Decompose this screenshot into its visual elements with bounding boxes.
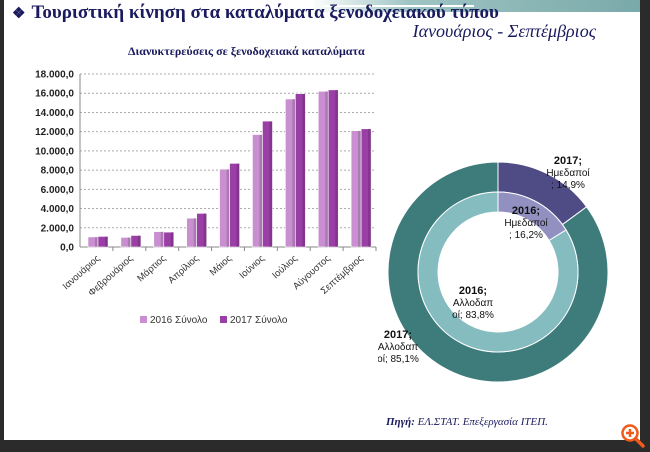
bar-shade bbox=[325, 91, 329, 247]
donut-slice bbox=[417, 191, 579, 353]
y-tick-label: 10.000,0 bbox=[35, 146, 74, 157]
x-tick-label: Απρίλιος bbox=[166, 253, 201, 286]
donut-label: 2017; bbox=[384, 329, 412, 341]
y-tick-label: 16.000,0 bbox=[35, 89, 74, 100]
page-subtitle: Ιανουάριος - Σεπτέμβριος bbox=[412, 21, 596, 41]
bar-chart-title: Διανυκτερεύσεις σε ξενοδοχειακά καταλύμα… bbox=[128, 44, 365, 58]
bar-shade bbox=[127, 237, 131, 247]
zoom-in-icon[interactable] bbox=[620, 423, 646, 449]
y-tick-label: 4.000,0 bbox=[41, 204, 75, 215]
legend-label: 2016 Σύνολο bbox=[150, 314, 208, 326]
bar bbox=[295, 93, 306, 248]
bar-shade bbox=[137, 235, 141, 247]
bar bbox=[196, 213, 207, 248]
source-note: Πηγή: ΕΛ.ΣΤΑΤ. Επεξεργασία ΙΤΕΠ. bbox=[386, 416, 548, 428]
bar bbox=[360, 128, 372, 248]
donut-label: 2017; bbox=[554, 155, 582, 167]
bar-shade bbox=[226, 169, 230, 247]
bar-shade bbox=[95, 236, 98, 247]
y-tick-label: 6.000,0 bbox=[41, 185, 75, 196]
x-tick-label: Ιούλιος bbox=[270, 253, 300, 281]
page-title: ❖ Τουριστική κίνηση στα καταλύματα ξενοδο… bbox=[12, 2, 499, 24]
bar-shade bbox=[269, 121, 273, 247]
y-tick-label: 18.000,0 bbox=[35, 70, 74, 81]
bar-shade bbox=[259, 134, 263, 247]
bar-shade bbox=[236, 163, 240, 247]
legend-swatch bbox=[220, 316, 227, 323]
title-text: Τουριστική κίνηση στα καταλύματα ξενοδοχ… bbox=[31, 2, 499, 23]
bar-shade bbox=[170, 232, 174, 247]
decorative-line bbox=[324, 5, 474, 7]
donut-label: ; 16,2% bbox=[509, 230, 543, 241]
donut-label: οί; 85,1% bbox=[378, 353, 419, 365]
legend-swatch bbox=[140, 316, 147, 323]
x-tick-label: Ιούνιος bbox=[237, 253, 267, 281]
bar bbox=[130, 235, 142, 248]
y-tick-label: 14.000,0 bbox=[35, 108, 74, 119]
legend-label: 2017 Σύνολο bbox=[230, 314, 288, 326]
bar-shade bbox=[160, 231, 164, 247]
diamond-bullet-icon: ❖ bbox=[12, 6, 26, 22]
bar-shade bbox=[358, 130, 362, 247]
donut-chart: 2017;Ημεδαποί; 14,9%2016;Ημεδαποί; 16,2%… bbox=[378, 155, 609, 383]
donut-label: Αλλοδαπ bbox=[378, 342, 418, 353]
slide: ❖ Τουριστική κίνηση στα καταλύματα ξενοδο… bbox=[4, 0, 640, 440]
bar-shade bbox=[302, 93, 306, 247]
donut-label: 2016; bbox=[512, 205, 540, 217]
bar-shade bbox=[105, 236, 108, 247]
bar bbox=[229, 163, 240, 248]
bar-shade bbox=[203, 213, 207, 247]
bar bbox=[262, 120, 273, 248]
x-tick-label: Μάιος bbox=[208, 253, 235, 278]
decorative-band bbox=[310, 0, 640, 12]
donut-label: Ημεδαποί bbox=[546, 167, 590, 179]
donut-label: Ημεδαποί bbox=[504, 217, 548, 229]
bar bbox=[163, 231, 175, 248]
donut-label: Αλλοδαπ bbox=[453, 298, 493, 309]
y-tick-label: 0,0 bbox=[60, 243, 74, 254]
bar bbox=[97, 236, 109, 248]
y-tick-label: 8.000,0 bbox=[41, 166, 75, 177]
donut-label: ; 14,9% bbox=[551, 180, 585, 191]
bar-shade bbox=[335, 89, 339, 247]
bar-shade bbox=[292, 98, 296, 247]
bar-shade bbox=[193, 218, 197, 247]
x-tick-label: Μάρτιος bbox=[135, 253, 168, 284]
y-tick-label: 12.000,0 bbox=[35, 127, 74, 138]
donut-label: 2016; bbox=[459, 285, 487, 297]
donut-label: οί; 83,8% bbox=[452, 309, 494, 321]
bar-chart: 0,0 2.000,0 4.000,0 6.000,0 8.000,0 10.000,0 1… bbox=[35, 70, 377, 326]
source-label: Πηγή bbox=[386, 416, 412, 428]
bar-shade bbox=[368, 128, 372, 247]
bar bbox=[327, 89, 339, 248]
y-tick-label: 2.000,0 bbox=[41, 223, 75, 234]
source-text: ΕΛ.ΣΤΑΤ. Επεξεργασία ΙΤΕΠ. bbox=[417, 416, 548, 428]
